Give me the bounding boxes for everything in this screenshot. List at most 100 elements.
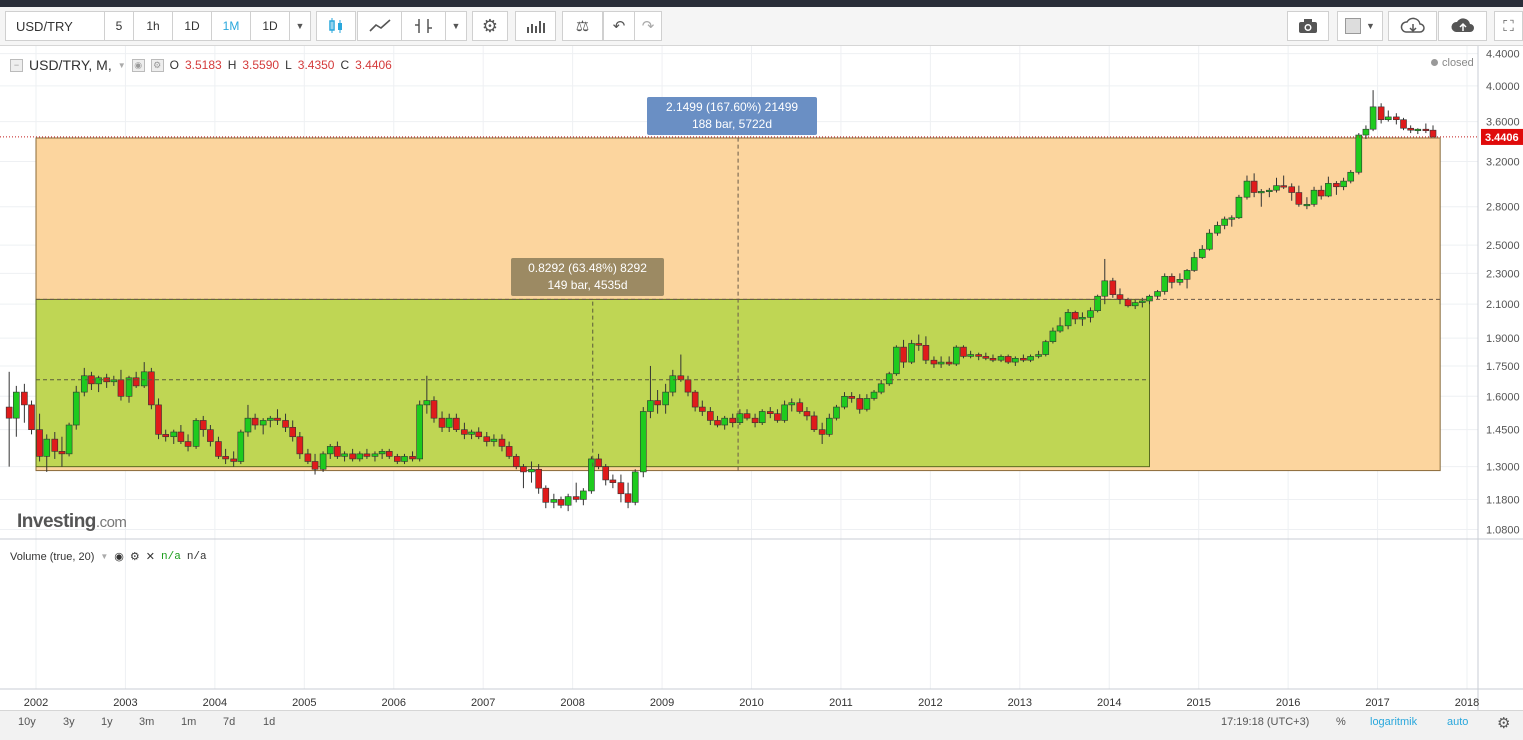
candle-body [334,446,341,457]
candle-body [945,361,953,365]
candles-style-button[interactable] [316,11,356,41]
volume-label: Volume (true, 20) [10,550,95,563]
candle-body [378,451,386,455]
log-scale-button[interactable]: logaritmik [1370,716,1418,728]
candle-body [192,420,200,447]
cloud-download-icon [1400,17,1425,33]
scales-icon: ⚖ [575,18,590,35]
candle-body [65,424,73,455]
candle-body [58,451,66,455]
y-tick-label: 1.0800 [1486,524,1520,536]
candles-layer [5,90,1437,512]
volume-value-2: n/a [186,550,207,563]
interval-1d-button[interactable]: 1D [172,11,212,41]
interval-1m-button[interactable]: 1M [211,11,251,41]
candle-body [1004,356,1012,363]
collapse-icon[interactable]: − [10,58,23,72]
candle-body [177,431,185,442]
symbol-input[interactable]: USD/TRY [5,11,105,41]
candle-body [684,379,692,393]
measure-label-large[interactable]: 2.1499 (167.60%) 21499 188 bar, 5722d [647,97,817,135]
candle-body [922,344,930,361]
x-tick-label: 2006 [382,697,406,709]
candle-body [401,456,408,462]
settings-button[interactable]: ⚙ [472,11,508,41]
interval-1h-button[interactable]: 1h [133,11,173,41]
high-value: 3.5590 [242,58,280,72]
clock-timezone[interactable]: 17:19:18 (UTC+3) [1221,716,1310,728]
window-top-strip [0,0,1523,7]
candle-body [326,446,334,455]
candle-body [140,371,148,387]
candle-body [595,458,602,467]
y-tick-label: 2.3000 [1486,268,1520,280]
range-3y-button[interactable]: 3y [63,716,75,728]
interval-5-button[interactable]: 5 [104,11,134,41]
candle-body [602,466,610,481]
candle-body [557,499,565,506]
chevron-down-icon[interactable]: ▼ [100,552,109,561]
range-1y-button[interactable]: 1y [101,716,113,728]
studies-button[interactable] [515,11,556,41]
chart-toolbar: USD/TRY 5 1h 1D 1M 1D ▼ ▼ ⚙ ⚖ ↶ ↷ ▼ [0,7,1523,46]
range-1d-button[interactable]: 1d [263,716,276,728]
candle-body [363,453,371,457]
candle-body [1303,204,1311,207]
undo-button[interactable]: ↶ [603,11,635,41]
percent-scale-button[interactable]: % [1336,716,1346,728]
range-3m-button[interactable]: 3m [139,716,155,728]
snapshot-button[interactable] [1287,11,1329,41]
candle-body [766,411,774,414]
gear-icon[interactable]: ⚙ [1497,715,1511,732]
candle-body [1257,191,1265,194]
range-1m-button[interactable]: 1m [181,716,197,728]
candle-body [1250,180,1258,193]
candle-body [550,499,558,503]
candle-body [1333,183,1340,188]
line-style-button[interactable] [357,11,402,41]
candle-body [244,417,252,433]
candle-body [1101,280,1109,297]
candle-body [1393,116,1400,121]
compare-button[interactable]: ⚖ [562,11,603,41]
interval-custom-button[interactable]: 1D [250,11,290,41]
range-7d-button[interactable]: 7d [223,716,236,728]
fullscreen-button[interactable]: ⛶ [1494,11,1523,41]
candle-body [155,404,162,435]
gear-icon[interactable]: ⚙ [129,551,140,563]
measure-label-small[interactable]: 0.8292 (63.48%) 8292 149 bar, 4535d [511,258,664,296]
price-chart[interactable]: 4.4000 4.0000 3.6000 3.2000 2.8000 2.5000 2.30… [0,46,1523,715]
indicators-button[interactable] [401,11,446,41]
load-layout-button[interactable] [1388,11,1437,41]
eye-icon[interactable]: ◉ [131,58,145,72]
chevron-down-icon[interactable]: ▼ [117,60,126,70]
eye-icon[interactable]: ◉ [114,551,124,563]
range-10y-button[interactable]: 10y [18,716,36,728]
auto-scale-button[interactable]: auto [1447,716,1469,728]
price-legend: − USD/TRY, M, ▼ ◉ ⚙ O 3.5183 H 3.5590 L … [10,57,392,73]
candle-body [1243,180,1251,198]
candle-body [80,375,88,393]
candle-body [796,402,804,412]
candle-body [72,391,80,426]
gear-icon[interactable]: ⚙ [150,58,164,72]
candle-body [1206,232,1213,250]
market-status-text: closed [1442,57,1474,69]
candle-body [856,398,864,410]
candle-body [170,431,178,438]
candle-body [1310,189,1318,205]
candle-body [1027,356,1034,361]
color-picker-button[interactable]: ▼ [1337,11,1383,41]
redo-button[interactable]: ↷ [634,11,662,41]
candle-body [207,429,214,442]
x-tick-label: 2017 [1365,697,1389,709]
candle-body [267,417,274,421]
x-tick-label: 2012 [918,697,942,709]
candle-body [43,438,51,457]
indicators-dropdown-button[interactable]: ▼ [445,11,467,41]
candle-body [1190,257,1198,271]
close-icon[interactable]: ✕ [145,551,155,563]
candle-body [475,431,483,438]
save-layout-button[interactable] [1438,11,1487,41]
interval-dropdown-button[interactable]: ▼ [289,11,311,41]
